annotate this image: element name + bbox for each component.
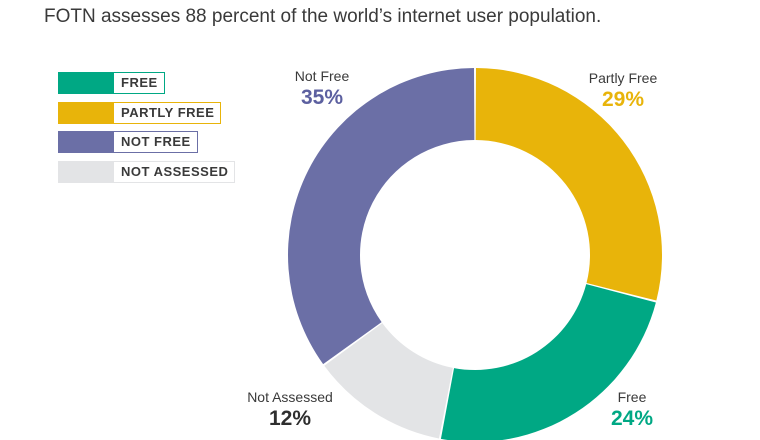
slice-label-not-assessed: Not Assessed xyxy=(247,389,333,405)
slice-label-not-free: Not Free xyxy=(295,68,350,84)
slice-value-partly-free: 29% xyxy=(602,88,644,111)
legend-swatch-free xyxy=(58,72,114,94)
slice-label-free: Free xyxy=(618,389,647,405)
legend-swatch-not-assessed xyxy=(58,160,114,183)
legend-item-free: FREE xyxy=(58,72,235,94)
legend-item-partly-free: PARTLY FREE xyxy=(58,101,235,124)
slice-partly-free xyxy=(475,68,662,301)
legend: FREE PARTLY FREE NOT FREE NOT ASSESSED xyxy=(58,72,236,190)
slice-value-not-free: 35% xyxy=(301,86,343,109)
slice-free xyxy=(440,284,656,440)
legend-label-free: FREE xyxy=(114,72,165,94)
slice-value-not-assessed: 12% xyxy=(269,407,311,430)
legend-swatch-partly-free xyxy=(58,101,114,124)
legend-item-not-free: NOT FREE xyxy=(58,131,235,153)
legend-label-not-assessed: NOT ASSESSED xyxy=(114,160,236,183)
legend-label-partly-free: PARTLY FREE xyxy=(114,101,222,124)
slice-not-assessed xyxy=(324,323,453,439)
slice-value-free: 24% xyxy=(611,407,653,430)
legend-label-not-free: NOT FREE xyxy=(114,131,198,153)
slice-label-partly-free: Partly Free xyxy=(589,70,658,86)
chart-title: FOTN assesses 88 percent of the world’s … xyxy=(44,6,602,27)
slice-not-free xyxy=(288,68,475,365)
legend-swatch-not-free xyxy=(58,131,114,153)
legend-item-not-assessed: NOT ASSESSED xyxy=(58,160,236,183)
